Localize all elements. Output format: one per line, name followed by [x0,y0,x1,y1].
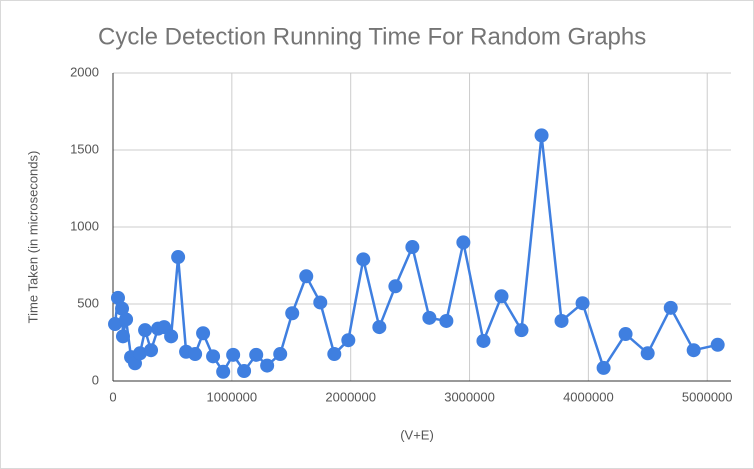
point [575,296,590,311]
point [663,300,678,315]
point [273,347,288,362]
point [514,323,529,338]
point [285,306,300,321]
point [226,347,241,362]
point [710,337,725,352]
y-tick-label: 2000 [70,64,99,79]
y-tick-label: 0 [92,372,99,387]
point [327,347,342,362]
point [164,329,179,344]
point [476,333,491,348]
point [237,363,252,378]
point [144,343,159,358]
x-tick-label: 5000000 [682,389,733,404]
point [456,235,471,250]
point [388,279,403,294]
point [405,240,420,255]
point [132,346,147,361]
point [138,323,153,338]
y-axis-label: Time Taken (in microseconds) [25,151,40,324]
point [422,310,437,325]
point [196,326,211,341]
point [686,343,701,358]
point [188,347,203,362]
point [171,250,186,265]
point [115,301,130,316]
x-tick-label: 1000000 [207,389,258,404]
point [313,295,328,310]
point [596,360,611,375]
point [110,290,125,305]
point [115,329,130,344]
point [341,333,356,348]
point [640,346,655,361]
point [260,358,275,373]
point [206,349,221,364]
point [494,289,509,304]
y-tick-label: 1000 [70,218,99,233]
point [216,364,231,379]
point [554,313,569,328]
x-tick-label: 2000000 [325,389,376,404]
point [356,252,371,267]
y-tick-label: 1500 [70,141,99,156]
point [439,313,454,328]
point [372,320,387,335]
x-axis-label: (V+E) [400,427,434,442]
x-tick-label: 4000000 [563,389,614,404]
point [249,347,264,362]
point [618,327,633,342]
point [108,317,123,332]
point [534,128,549,143]
point [299,269,314,284]
point [119,312,134,327]
x-tick-label: 3000000 [444,389,495,404]
y-tick-label: 500 [77,295,99,310]
chart-title: Cycle Detection Running Time For Random … [98,23,646,50]
x-tick-label: 0 [109,389,116,404]
